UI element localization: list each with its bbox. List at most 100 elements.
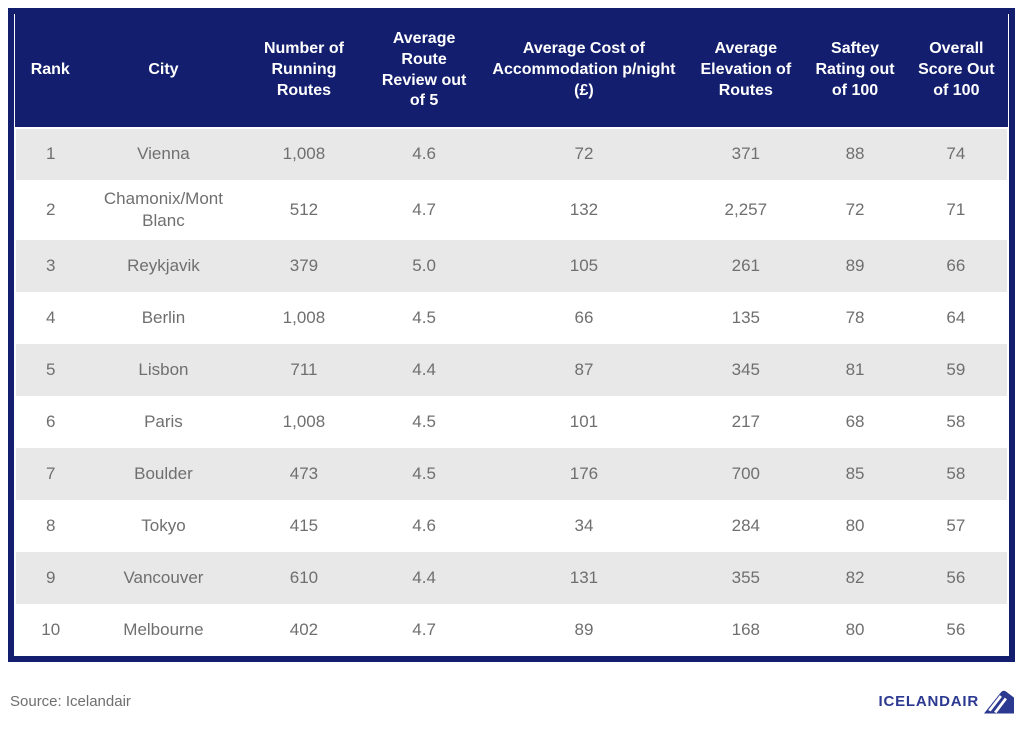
cell-rank: 9 [14, 552, 86, 605]
cell-overall-score: 64 [904, 292, 1010, 345]
cell-safety-rating: 80 [805, 500, 905, 553]
cell-overall-score: 66 [904, 240, 1010, 293]
table-row: 6 Paris 1,008 4.5 101 217 68 58 [14, 396, 1010, 449]
column-header-safety-rating: Saftey Rating out of 100 [805, 14, 905, 128]
running-routes-table-card: Rank City Number of Running Routes Average … [8, 8, 1015, 663]
cell-running-routes: 1,008 [241, 396, 367, 449]
cell-elevation: 2,257 [686, 180, 806, 241]
cell-city: Berlin [85, 292, 242, 345]
cell-accommodation-cost: 132 [481, 180, 687, 241]
cell-accommodation-cost: 176 [481, 448, 687, 501]
cell-accommodation-cost: 66 [481, 292, 687, 345]
cell-elevation: 345 [686, 344, 806, 397]
cell-elevation: 355 [686, 552, 806, 605]
cell-safety-rating: 78 [805, 292, 905, 345]
cell-safety-rating: 72 [805, 180, 905, 241]
column-header-running-routes: Number of Running Routes [241, 14, 367, 128]
cell-elevation: 168 [686, 604, 806, 657]
cell-city: Paris [85, 396, 242, 449]
cell-rank: 5 [14, 344, 86, 397]
cell-elevation: 371 [686, 127, 806, 180]
cell-route-review: 4.5 [366, 396, 482, 449]
table-row: 5 Lisbon 711 4.4 87 345 81 59 [14, 344, 1010, 397]
cell-rank: 2 [14, 180, 86, 241]
cell-elevation: 700 [686, 448, 806, 501]
cell-overall-score: 71 [904, 180, 1010, 241]
column-header-elevation: Average Elevation of Routes [686, 14, 806, 128]
cell-accommodation-cost: 87 [481, 344, 687, 397]
column-header-rank: Rank [15, 14, 86, 128]
header-row: Rank City Number of Running Routes Average … [15, 14, 1008, 128]
cell-accommodation-cost: 34 [481, 500, 687, 553]
cell-running-routes: 473 [241, 448, 367, 501]
cell-safety-rating: 82 [805, 552, 905, 605]
cell-rank: 10 [14, 604, 86, 657]
cell-route-review: 4.4 [366, 552, 482, 605]
cell-city: Vancouver [85, 552, 242, 605]
cell-safety-rating: 68 [805, 396, 905, 449]
cell-running-routes: 711 [241, 344, 367, 397]
column-header-route-review: Average Route Review out of 5 [366, 14, 482, 128]
column-header-overall-score: Overall Score Out of 100 [904, 14, 1008, 128]
cell-elevation: 217 [686, 396, 806, 449]
cell-safety-rating: 80 [805, 604, 905, 657]
running-routes-table: Rank City Number of Running Routes Average … [14, 14, 1010, 657]
cell-running-routes: 610 [241, 552, 367, 605]
cell-elevation: 284 [686, 500, 806, 553]
source-label: Source: Icelandair [10, 692, 131, 710]
cell-city: Reykjavik [85, 240, 242, 293]
table-row: 1 Vienna 1,008 4.6 72 371 88 74 [14, 127, 1010, 180]
cell-accommodation-cost: 101 [481, 396, 687, 449]
table-row: 2 Chamonix/Mont Blanc 512 4.7 132 2,257 72 71 [14, 180, 1010, 241]
cell-overall-score: 56 [904, 552, 1010, 605]
cell-city: Tokyo [85, 500, 242, 553]
cell-route-review: 4.6 [366, 127, 482, 180]
table-row: 10 Melbourne 402 4.7 89 168 80 56 [14, 604, 1010, 657]
cell-accommodation-cost: 89 [481, 604, 687, 657]
cell-overall-score: 74 [904, 127, 1010, 180]
cell-elevation: 261 [686, 240, 806, 293]
cell-city: Melbourne [85, 604, 242, 657]
cell-running-routes: 379 [241, 240, 367, 293]
cell-running-routes: 1,008 [241, 127, 367, 180]
cell-safety-rating: 85 [805, 448, 905, 501]
cell-overall-score: 56 [904, 604, 1010, 657]
table-row: 9 Vancouver 610 4.4 131 355 82 56 [14, 552, 1010, 605]
cell-overall-score: 57 [904, 500, 1010, 553]
cell-overall-score: 58 [904, 448, 1010, 501]
cell-city: Boulder [85, 448, 242, 501]
table-row: 3 Reykjavik 379 5.0 105 261 89 66 [14, 240, 1010, 293]
cell-running-routes: 1,008 [241, 292, 367, 345]
cell-accommodation-cost: 72 [481, 127, 687, 180]
cell-rank: 1 [14, 127, 86, 180]
cell-route-review: 4.5 [366, 448, 482, 501]
cell-city: Chamonix/Mont Blanc [85, 180, 242, 241]
table-row: 8 Tokyo 415 4.6 34 284 80 57 [14, 500, 1010, 553]
table-header: Rank City Number of Running Routes Average … [15, 14, 1008, 128]
icelandair-tailfin-icon [984, 690, 1014, 714]
table-body: 1 Vienna 1,008 4.6 72 371 88 74 2 Chamonix/Mont B… [14, 127, 1010, 657]
cell-route-review: 4.6 [366, 500, 482, 553]
cell-rank: 6 [14, 396, 86, 449]
cell-city: Lisbon [85, 344, 242, 397]
footer: Source: Icelandair ICELANDAIR [10, 688, 1014, 714]
cell-city: Vienna [85, 127, 242, 180]
cell-safety-rating: 89 [805, 240, 905, 293]
column-header-city: City [85, 14, 242, 128]
cell-running-routes: 402 [241, 604, 367, 657]
cell-route-review: 4.5 [366, 292, 482, 345]
cell-route-review: 5.0 [366, 240, 482, 293]
cell-accommodation-cost: 131 [481, 552, 687, 605]
table-row: 4 Berlin 1,008 4.5 66 135 78 64 [14, 292, 1010, 345]
cell-safety-rating: 81 [805, 344, 905, 397]
brand-wordmark: ICELANDAIR [878, 692, 979, 710]
cell-accommodation-cost: 105 [481, 240, 687, 293]
cell-running-routes: 415 [241, 500, 367, 553]
cell-rank: 7 [14, 448, 86, 501]
cell-route-review: 4.7 [366, 180, 482, 241]
cell-route-review: 4.4 [366, 344, 482, 397]
cell-elevation: 135 [686, 292, 806, 345]
cell-overall-score: 59 [904, 344, 1010, 397]
icelandair-logo: ICELANDAIR [878, 688, 1014, 714]
cell-safety-rating: 88 [805, 127, 905, 180]
